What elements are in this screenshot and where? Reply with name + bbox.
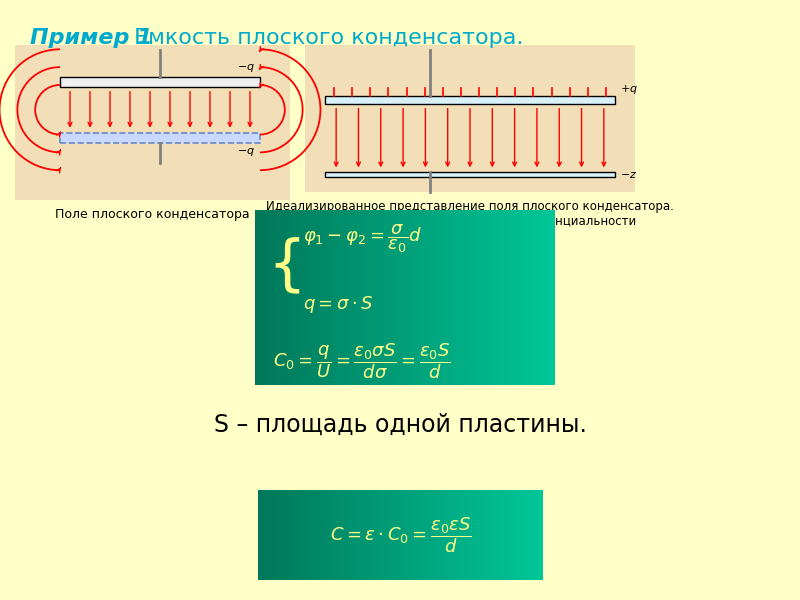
FancyBboxPatch shape — [325, 96, 615, 104]
Text: Такое поле не обладает свойством потенциальности: Такое поле не обладает свойством потенци… — [303, 214, 637, 227]
Text: $q = \sigma \cdot S$: $q = \sigma \cdot S$ — [303, 294, 374, 315]
Text: . Емкость плоского конденсатора.: . Емкость плоского конденсатора. — [120, 28, 523, 48]
Text: $C_0 = \dfrac{q}{U} = \dfrac{\varepsilon_0 \sigma S}{d\sigma} = \dfrac{\varepsil: $C_0 = \dfrac{q}{U} = \dfrac{\varepsilon… — [273, 341, 451, 381]
FancyBboxPatch shape — [325, 172, 615, 178]
Text: Поле плоского конденсатора: Поле плоского конденсатора — [55, 208, 250, 221]
Text: $\varphi_1 - \varphi_2 = \dfrac{\sigma}{\varepsilon_0}d$: $\varphi_1 - \varphi_2 = \dfrac{\sigma}{… — [303, 222, 422, 255]
Text: Идеализированное представление поля плоского конденсатора.: Идеализированное представление поля плос… — [266, 200, 674, 213]
Text: $-q$: $-q$ — [237, 62, 255, 74]
FancyBboxPatch shape — [60, 77, 260, 87]
Text: Пример 1: Пример 1 — [30, 28, 153, 48]
FancyBboxPatch shape — [305, 45, 635, 192]
Text: $-q$: $-q$ — [237, 146, 255, 158]
FancyBboxPatch shape — [15, 45, 290, 200]
Text: S – площадь одной пластины.: S – площадь одной пластины. — [214, 413, 586, 437]
Text: $C = \varepsilon \cdot C_0 = \dfrac{\varepsilon_0 \varepsilon S}{d}$: $C = \varepsilon \cdot C_0 = \dfrac{\var… — [330, 515, 471, 555]
FancyBboxPatch shape — [60, 133, 260, 143]
Text: $\{$: $\{$ — [267, 236, 300, 296]
Text: $-z$: $-z$ — [620, 170, 638, 180]
Text: $+q$: $+q$ — [620, 83, 638, 96]
